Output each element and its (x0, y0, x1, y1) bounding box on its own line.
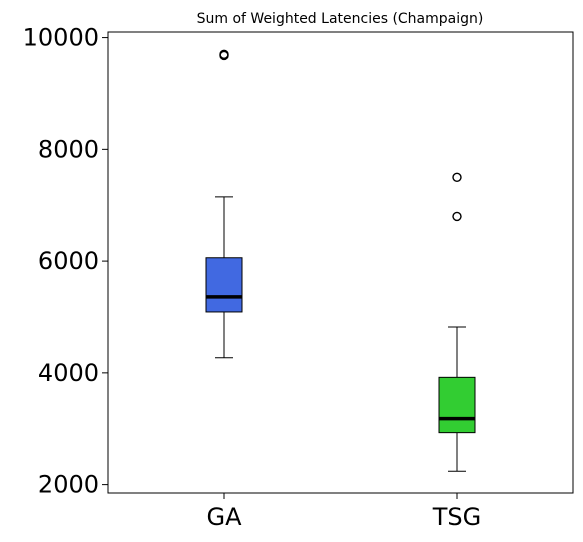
y-tick-label: 10000 (23, 24, 99, 52)
y-tick-label: 4000 (38, 359, 99, 387)
outlier-point (452, 172, 462, 182)
y-tick-label: 2000 (38, 471, 99, 499)
y-tick-label: 6000 (38, 247, 99, 275)
x-tick-label: TSG (432, 503, 482, 531)
outlier-point (219, 49, 229, 60)
chart-title: Sum of Weighted Latencies (Champaign) (197, 11, 484, 27)
plot-area: 2000 4000 6000 8000 10000 GA TSG (23, 24, 482, 531)
outlier-point (452, 211, 462, 222)
y-tick-label: 8000 (38, 135, 99, 163)
box-iqr (438, 376, 476, 434)
plot-frame (107, 31, 574, 494)
x-tick-label: GA (206, 503, 242, 531)
box-iqr (205, 257, 243, 313)
